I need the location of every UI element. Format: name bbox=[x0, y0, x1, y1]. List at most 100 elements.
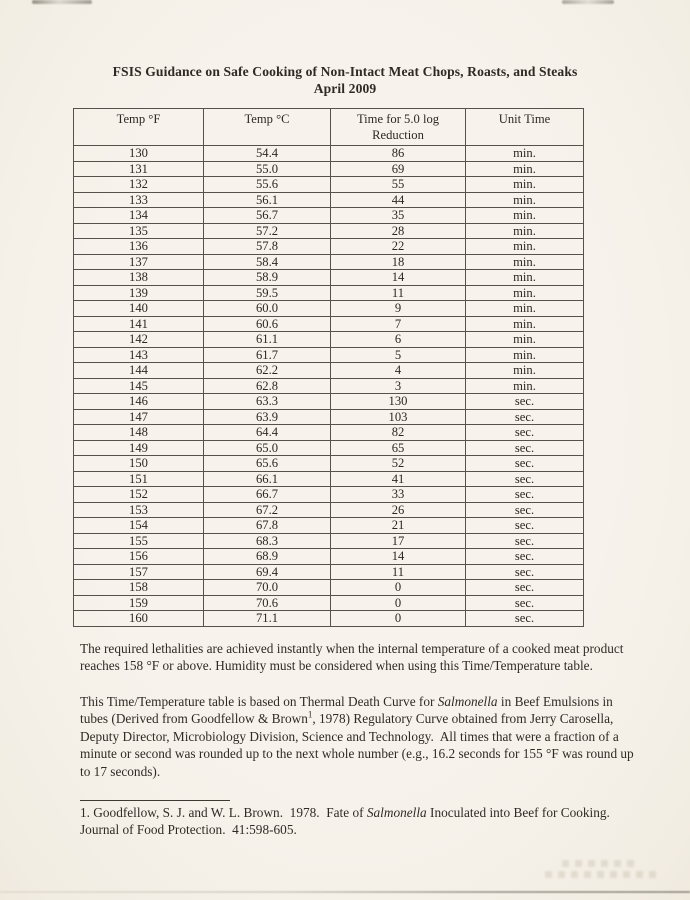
table-cell: 55.6 bbox=[203, 176, 331, 193]
table-cell: 146 bbox=[73, 393, 204, 410]
table-cell: 67.8 bbox=[203, 517, 331, 534]
table-cell: 138 bbox=[73, 269, 204, 286]
table-cell: 150 bbox=[73, 455, 204, 472]
table-cell: 62.2 bbox=[203, 362, 331, 379]
paragraph-lethality: The required lethalities are achieved in… bbox=[80, 640, 627, 674]
table-header-row: Temp °F Temp °C Time for 5.0 log Reduction… bbox=[73, 108, 584, 146]
table-cell: 68.9 bbox=[203, 548, 331, 565]
table-cell: min. bbox=[465, 300, 584, 317]
table-cell: min. bbox=[465, 191, 584, 208]
table-row: 150 65.6 52 sec. bbox=[73, 455, 584, 472]
table-cell: 145 bbox=[73, 377, 204, 394]
table-cell: min. bbox=[465, 145, 584, 162]
table-cell: 0 bbox=[330, 610, 466, 627]
table-cell: min. bbox=[465, 377, 584, 394]
document-title: FSIS Guidance on Safe Cooking of Non-Int… bbox=[112, 64, 578, 79]
table-row: 151 66.1 41 sec. bbox=[73, 470, 584, 487]
table-cell: sec. bbox=[465, 610, 584, 627]
table-row: 149 65.0 65 sec. bbox=[73, 439, 584, 456]
table-row: 154 67.8 21 sec. bbox=[73, 517, 584, 534]
table-cell: 131 bbox=[73, 160, 204, 177]
table-cell: min. bbox=[465, 238, 584, 255]
table-cell: min. bbox=[465, 315, 584, 332]
paragraph-source-text: , 1978) Regulatory Curve obtained from J… bbox=[80, 711, 638, 780]
table-cell: 139 bbox=[73, 284, 204, 301]
table-cell: 157 bbox=[73, 563, 204, 580]
table-cell: min. bbox=[465, 331, 584, 348]
table-cell: 70.0 bbox=[203, 579, 331, 596]
table-cell: 156 bbox=[73, 548, 204, 565]
table-row: 130 54.4 86 min. bbox=[73, 145, 584, 162]
table-cell: 159 bbox=[73, 594, 204, 611]
table-cell: 11 bbox=[330, 284, 466, 301]
table-cell: 71.1 bbox=[203, 610, 331, 627]
table-cell: 11 bbox=[330, 563, 466, 580]
table-row: 134 56.7 35 min. bbox=[73, 207, 584, 224]
table-cell: 133 bbox=[73, 191, 204, 208]
table-cell: min. bbox=[465, 284, 584, 301]
table-row: 144 62.2 4 min. bbox=[73, 362, 584, 379]
table-cell: 68.3 bbox=[203, 532, 331, 549]
table-row: 148 64.4 82 sec. bbox=[73, 424, 584, 441]
table-cell: 59.5 bbox=[203, 284, 331, 301]
table-row: 138 58.9 14 min. bbox=[73, 269, 584, 286]
table-cell: 135 bbox=[73, 222, 204, 239]
table-cell: 22 bbox=[330, 238, 466, 255]
table-cell: sec. bbox=[465, 579, 584, 596]
table-cell: 58.9 bbox=[203, 269, 331, 286]
table-cell: 69.4 bbox=[203, 563, 331, 580]
column-header: Time for 5.0 log Reduction bbox=[330, 108, 466, 146]
table-cell: sec. bbox=[465, 393, 584, 410]
table-cell: 69 bbox=[330, 160, 466, 177]
table-cell: 57.8 bbox=[203, 238, 331, 255]
table-row: 158 70.0 0 sec. bbox=[73, 579, 584, 596]
table-cell: sec. bbox=[465, 455, 584, 472]
table-row: 160 71.1 0 sec. bbox=[73, 610, 584, 627]
table-cell: sec. bbox=[465, 594, 584, 611]
table-cell: 54.4 bbox=[203, 145, 331, 162]
table-row: 156 68.9 14 sec. bbox=[73, 548, 584, 565]
table-cell: sec. bbox=[465, 517, 584, 534]
scan-artifact-top-right bbox=[562, 0, 614, 4]
table-cell: 70.6 bbox=[203, 594, 331, 611]
table-cell: 26 bbox=[330, 501, 466, 518]
table-cell: 61.7 bbox=[203, 346, 331, 363]
table-row: 153 67.2 26 sec. bbox=[73, 501, 584, 518]
table-cell: 86 bbox=[330, 145, 466, 162]
table-row: 152 66.7 33 sec. bbox=[73, 486, 584, 503]
table-cell: sec. bbox=[465, 470, 584, 487]
footnote-text: 1. Goodfellow, S. J. and W. L. Brown. 19… bbox=[80, 804, 367, 820]
table-cell: 35 bbox=[330, 207, 466, 224]
table-cell: min. bbox=[465, 207, 584, 224]
table-cell: 6 bbox=[330, 331, 466, 348]
table-row: 146 63.3 130 sec. bbox=[73, 393, 584, 410]
table-cell: 60.6 bbox=[203, 315, 331, 332]
table-cell: 151 bbox=[73, 470, 204, 487]
table-cell: 65.0 bbox=[203, 439, 331, 456]
time-temperature-table: Temp °F Temp °C Time for 5.0 log Reduction… bbox=[73, 108, 584, 627]
table-cell: 52 bbox=[330, 455, 466, 472]
table-cell: 44 bbox=[330, 191, 466, 208]
table-cell: 65 bbox=[330, 439, 466, 456]
table-cell: sec. bbox=[465, 408, 584, 425]
table-cell: 130 bbox=[330, 393, 466, 410]
bleedthrough-artifact bbox=[545, 858, 657, 884]
table-cell: 17 bbox=[330, 532, 466, 549]
table-cell: 154 bbox=[73, 517, 204, 534]
column-header: Unit Time bbox=[465, 108, 584, 146]
table-cell: 4 bbox=[330, 362, 466, 379]
table-cell: 64.4 bbox=[203, 424, 331, 441]
table-cell: 3 bbox=[330, 377, 466, 394]
table-cell: min. bbox=[465, 346, 584, 363]
table-cell: 147 bbox=[73, 408, 204, 425]
table-cell: 62.8 bbox=[203, 377, 331, 394]
table-row: 135 57.2 28 min. bbox=[73, 222, 584, 239]
table-cell: 41 bbox=[330, 470, 466, 487]
paragraph-source-note: This Time/Temperature table is based on … bbox=[80, 693, 634, 781]
table-row: 139 59.5 11 min. bbox=[73, 284, 584, 301]
table-row: 140 60.0 9 min. bbox=[73, 300, 584, 317]
table-cell: 148 bbox=[73, 424, 204, 441]
document-header: FSIS Guidance on Safe Cooking of Non-Int… bbox=[0, 0, 690, 97]
table-cell: 66.7 bbox=[203, 486, 331, 503]
footnote-divider bbox=[80, 799, 230, 801]
